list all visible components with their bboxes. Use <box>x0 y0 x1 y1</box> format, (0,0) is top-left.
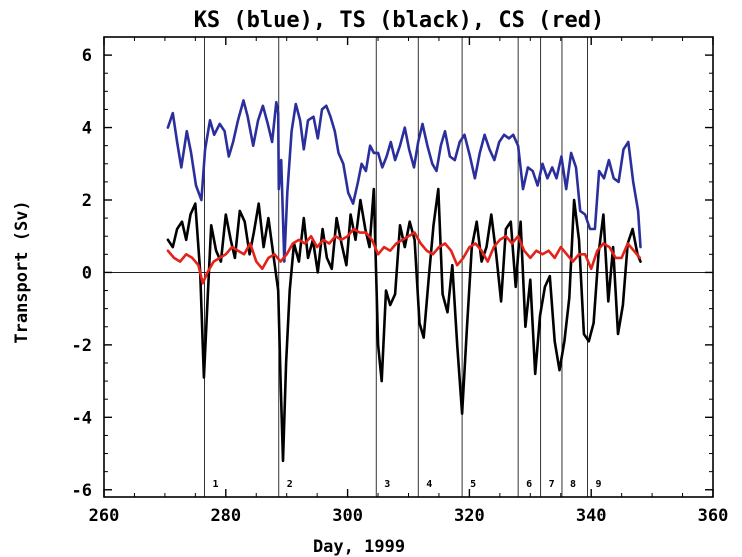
y-tick-label--4: -4 <box>72 408 92 428</box>
event-label-2: 2 <box>287 479 293 490</box>
x-axis-label: Day, 1999 <box>313 537 405 557</box>
chart-title: KS (blue), TS (black), CS (red) <box>194 8 605 33</box>
plot-frame <box>103 36 714 498</box>
event-label-4: 4 <box>426 479 432 490</box>
x-tick-label-360: 360 <box>698 506 729 526</box>
series-line-cs <box>166 227 642 285</box>
x-tick-label-300: 300 <box>332 506 363 526</box>
x-tick-label-340: 340 <box>576 506 607 526</box>
event-label-9: 9 <box>596 479 602 490</box>
y-axis-label: Transport (Sv) <box>12 200 32 343</box>
y-tick-label-6: 6 <box>82 46 92 66</box>
series-line-ks <box>166 99 642 263</box>
event-label-3: 3 <box>384 479 390 490</box>
x-tick-label-260: 260 <box>89 506 120 526</box>
y-tick-label-2: 2 <box>82 191 92 211</box>
x-tick-label-320: 320 <box>454 506 485 526</box>
event-label-6: 6 <box>526 479 532 490</box>
event-label-8: 8 <box>570 479 576 490</box>
y-tick-label-0: 0 <box>82 263 92 283</box>
event-label-5: 5 <box>470 479 476 490</box>
series-line-ts <box>166 187 642 463</box>
event-label-7: 7 <box>549 479 555 490</box>
plot-area: 1 2 3 4 5 6 7 8 9 260 280 300 320 340 360 -6 -4 -2 0 2 4 6 <box>72 36 729 526</box>
x-tick-label-280: 280 <box>210 506 241 526</box>
y-tick-label--2: -2 <box>72 336 92 356</box>
y-tick-label--6: -6 <box>72 481 92 501</box>
y-tick-label-4: 4 <box>82 119 92 139</box>
event-label-1: 1 <box>212 479 218 490</box>
